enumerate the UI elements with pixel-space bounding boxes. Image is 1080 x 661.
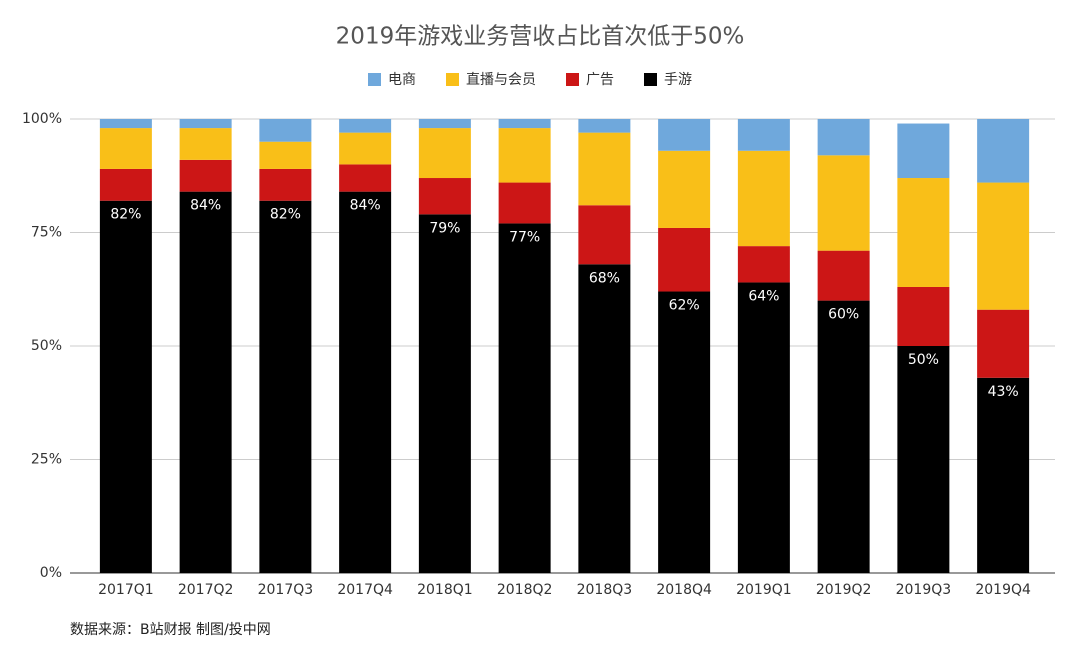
bar-segment bbox=[418, 119, 471, 129]
bar-segment bbox=[498, 223, 551, 574]
bar-segment bbox=[259, 200, 312, 573]
bar-segment bbox=[737, 246, 790, 283]
legend-label: 直播与会员 bbox=[466, 71, 536, 88]
bar-segment bbox=[418, 214, 471, 573]
bar-segment bbox=[737, 119, 790, 151]
legend-label: 手游 bbox=[664, 72, 692, 88]
data-label: 62% bbox=[669, 298, 700, 314]
y-tick-label: 0% bbox=[40, 565, 62, 581]
y-tick-label: 100% bbox=[22, 111, 62, 127]
bar-segment bbox=[179, 119, 232, 129]
legend-swatch bbox=[566, 73, 579, 86]
legend-label: 广告 bbox=[586, 72, 614, 88]
bar-segment bbox=[179, 191, 232, 573]
legend-swatch bbox=[446, 73, 459, 86]
x-tick-label: 2017Q1 bbox=[98, 582, 154, 598]
bar-segment bbox=[817, 119, 870, 156]
bar-segment bbox=[737, 282, 790, 573]
data-label: 84% bbox=[350, 198, 381, 214]
x-tick-label: 2019Q4 bbox=[975, 582, 1031, 598]
chart-title: 2019年游戏业务营收占比首次低于50% bbox=[336, 24, 745, 50]
bar-segment bbox=[658, 150, 711, 228]
bar-segment bbox=[339, 132, 392, 165]
y-tick-label: 25% bbox=[31, 452, 62, 468]
bar-segment bbox=[658, 291, 711, 573]
data-label: 84% bbox=[190, 198, 221, 214]
legend-swatch bbox=[368, 73, 381, 86]
bar-segment bbox=[977, 119, 1030, 183]
bar-segment bbox=[259, 119, 312, 142]
source-note: 数据来源：B站财报 制图/投中网 bbox=[70, 622, 271, 638]
x-tick-label: 2019Q2 bbox=[816, 582, 872, 598]
bar-segment bbox=[418, 128, 471, 179]
bar-segment bbox=[99, 119, 152, 129]
bar-segment bbox=[817, 155, 870, 251]
bar-segment bbox=[99, 200, 152, 573]
bar-segment bbox=[339, 191, 392, 573]
bar-segment bbox=[977, 309, 1030, 378]
bar-segment bbox=[259, 141, 312, 169]
bar-segment bbox=[737, 150, 790, 247]
data-label: 43% bbox=[988, 384, 1019, 400]
bar-segment bbox=[498, 128, 551, 183]
bar-segment bbox=[977, 377, 1030, 573]
bar-segment bbox=[578, 264, 631, 573]
bar-segment bbox=[658, 227, 711, 292]
x-tick-label: 2018Q1 bbox=[417, 582, 473, 598]
bar-segment bbox=[498, 182, 551, 224]
legend-label: 电商 bbox=[388, 72, 416, 88]
x-tick-label: 2017Q4 bbox=[337, 582, 393, 598]
data-label: 77% bbox=[509, 229, 540, 245]
bar-segment bbox=[339, 164, 392, 192]
data-label: 82% bbox=[270, 207, 301, 223]
data-label: 60% bbox=[828, 307, 859, 323]
bar-segment bbox=[179, 159, 232, 192]
data-label: 68% bbox=[589, 270, 620, 286]
bar-segment bbox=[897, 178, 950, 287]
bar-segment bbox=[817, 250, 870, 301]
bar-segment bbox=[259, 168, 312, 201]
legend-swatch bbox=[644, 73, 657, 86]
data-label: 79% bbox=[429, 220, 460, 236]
bar-segment bbox=[99, 168, 152, 201]
bar-segment bbox=[578, 205, 631, 265]
bar-segment bbox=[897, 286, 950, 346]
x-tick-label: 2018Q4 bbox=[656, 582, 712, 598]
bar-segment bbox=[977, 182, 1030, 310]
bar-segment bbox=[578, 132, 631, 206]
x-tick-label: 2019Q3 bbox=[896, 582, 952, 598]
bar-segment bbox=[817, 300, 870, 573]
bar-segment bbox=[418, 178, 471, 215]
bar-segment bbox=[179, 128, 232, 160]
bar-segment bbox=[578, 119, 631, 133]
data-label: 82% bbox=[110, 207, 141, 223]
y-tick-label: 75% bbox=[31, 225, 62, 241]
bar-segment bbox=[498, 119, 551, 129]
x-tick-label: 2017Q3 bbox=[258, 582, 314, 598]
data-label: 64% bbox=[748, 288, 779, 304]
x-tick-label: 2018Q3 bbox=[577, 582, 633, 598]
x-tick-label: 2019Q1 bbox=[736, 582, 792, 598]
bar-segment bbox=[897, 123, 950, 179]
y-tick-label: 50% bbox=[31, 338, 62, 354]
x-tick-label: 2018Q2 bbox=[497, 582, 553, 598]
bar-segment bbox=[99, 128, 152, 169]
bar-segment bbox=[897, 346, 950, 573]
x-tick-label: 2017Q2 bbox=[178, 582, 234, 598]
bar-segment bbox=[658, 119, 711, 151]
data-label: 50% bbox=[908, 352, 939, 368]
bar-segment bbox=[339, 119, 392, 133]
